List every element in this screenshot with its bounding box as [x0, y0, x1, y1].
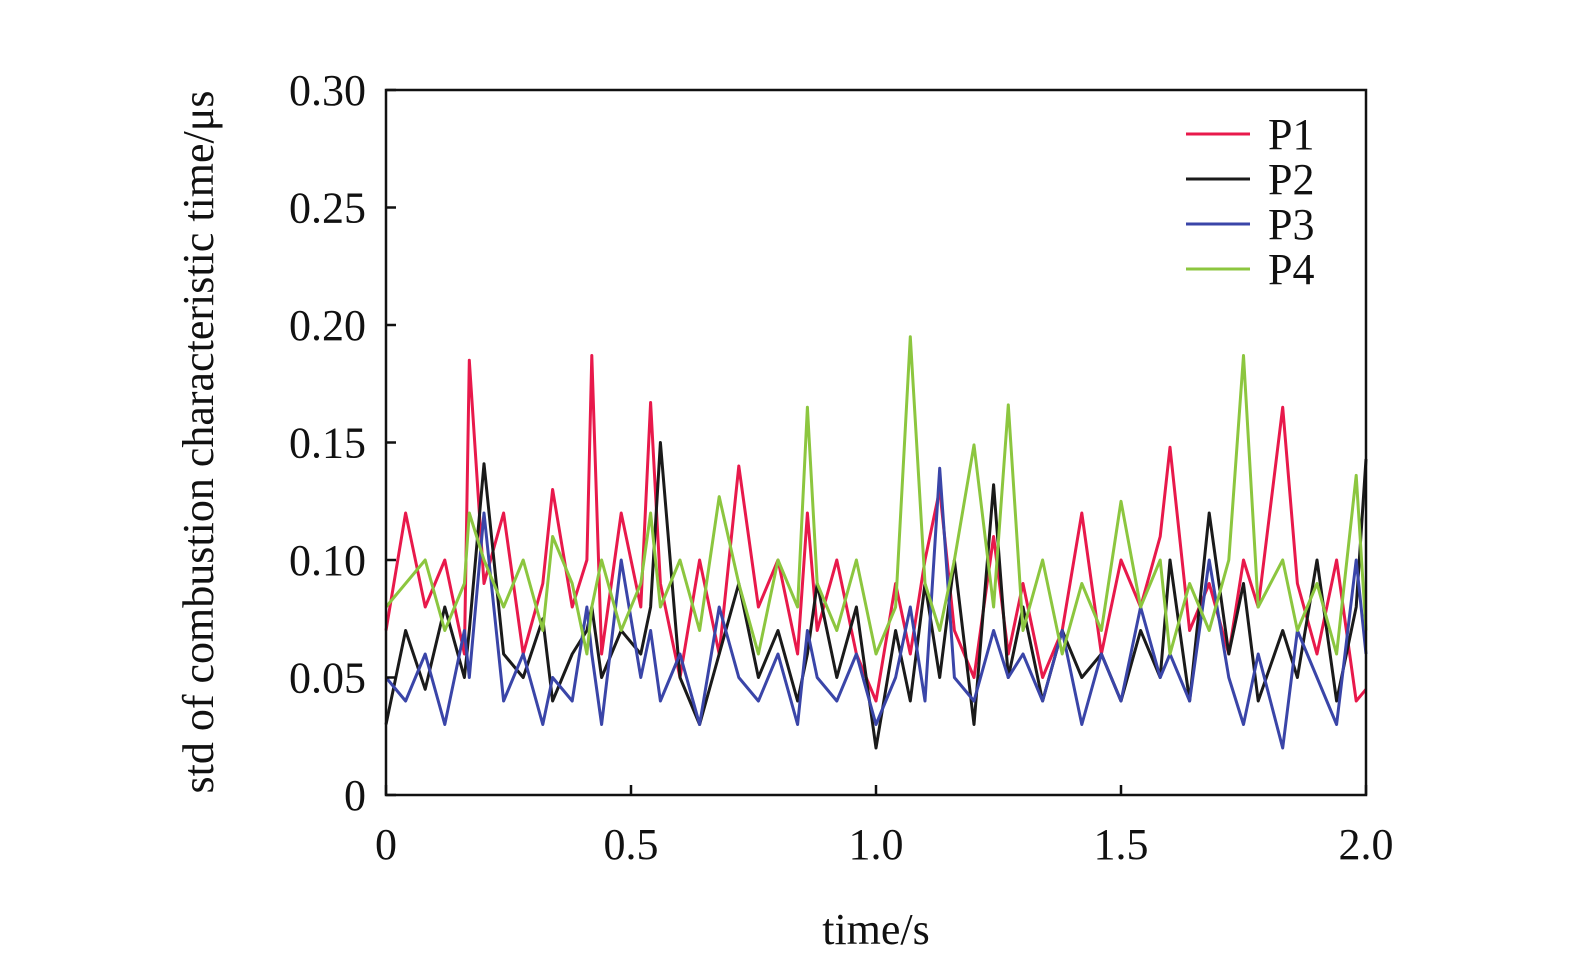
legend-label-p4: P4 — [1268, 245, 1314, 294]
legend-label-p2: P2 — [1268, 155, 1314, 204]
y-tick-label: 0.20 — [289, 301, 366, 350]
y-tick-label: 0.10 — [289, 536, 366, 585]
legend-label-p3: P3 — [1268, 200, 1314, 249]
series-layer — [384, 335, 1368, 750]
y-tick-label: 0.25 — [289, 184, 366, 233]
y-axis-title: std of combustion characteristic time/μs — [174, 91, 223, 794]
series-line-p3 — [384, 466, 1368, 750]
y-tick-label: 0.05 — [289, 654, 366, 703]
legend-label-p1: P1 — [1268, 110, 1314, 159]
x-tick-label: 1.5 — [1094, 820, 1149, 869]
x-tick-label: 0.5 — [604, 820, 659, 869]
y-tick-label: 0.30 — [289, 66, 366, 115]
x-tick-label: 2.0 — [1339, 820, 1394, 869]
x-tick-label: 0 — [375, 820, 397, 869]
x-axis-ticks: 0 0.5 1.0 1.5 2.0 — [375, 785, 1394, 869]
y-axis-ticks: 0 0.05 0.10 0.15 0.20 0.25 0.30 — [289, 66, 396, 820]
series-line-p2 — [384, 441, 1368, 750]
x-tick-label: 1.0 — [849, 820, 904, 869]
x-axis-title: time/s — [822, 905, 930, 954]
y-tick-label: 0.15 — [289, 419, 366, 468]
y-tick-label: 0 — [344, 771, 366, 820]
series-line-p4 — [384, 335, 1368, 656]
